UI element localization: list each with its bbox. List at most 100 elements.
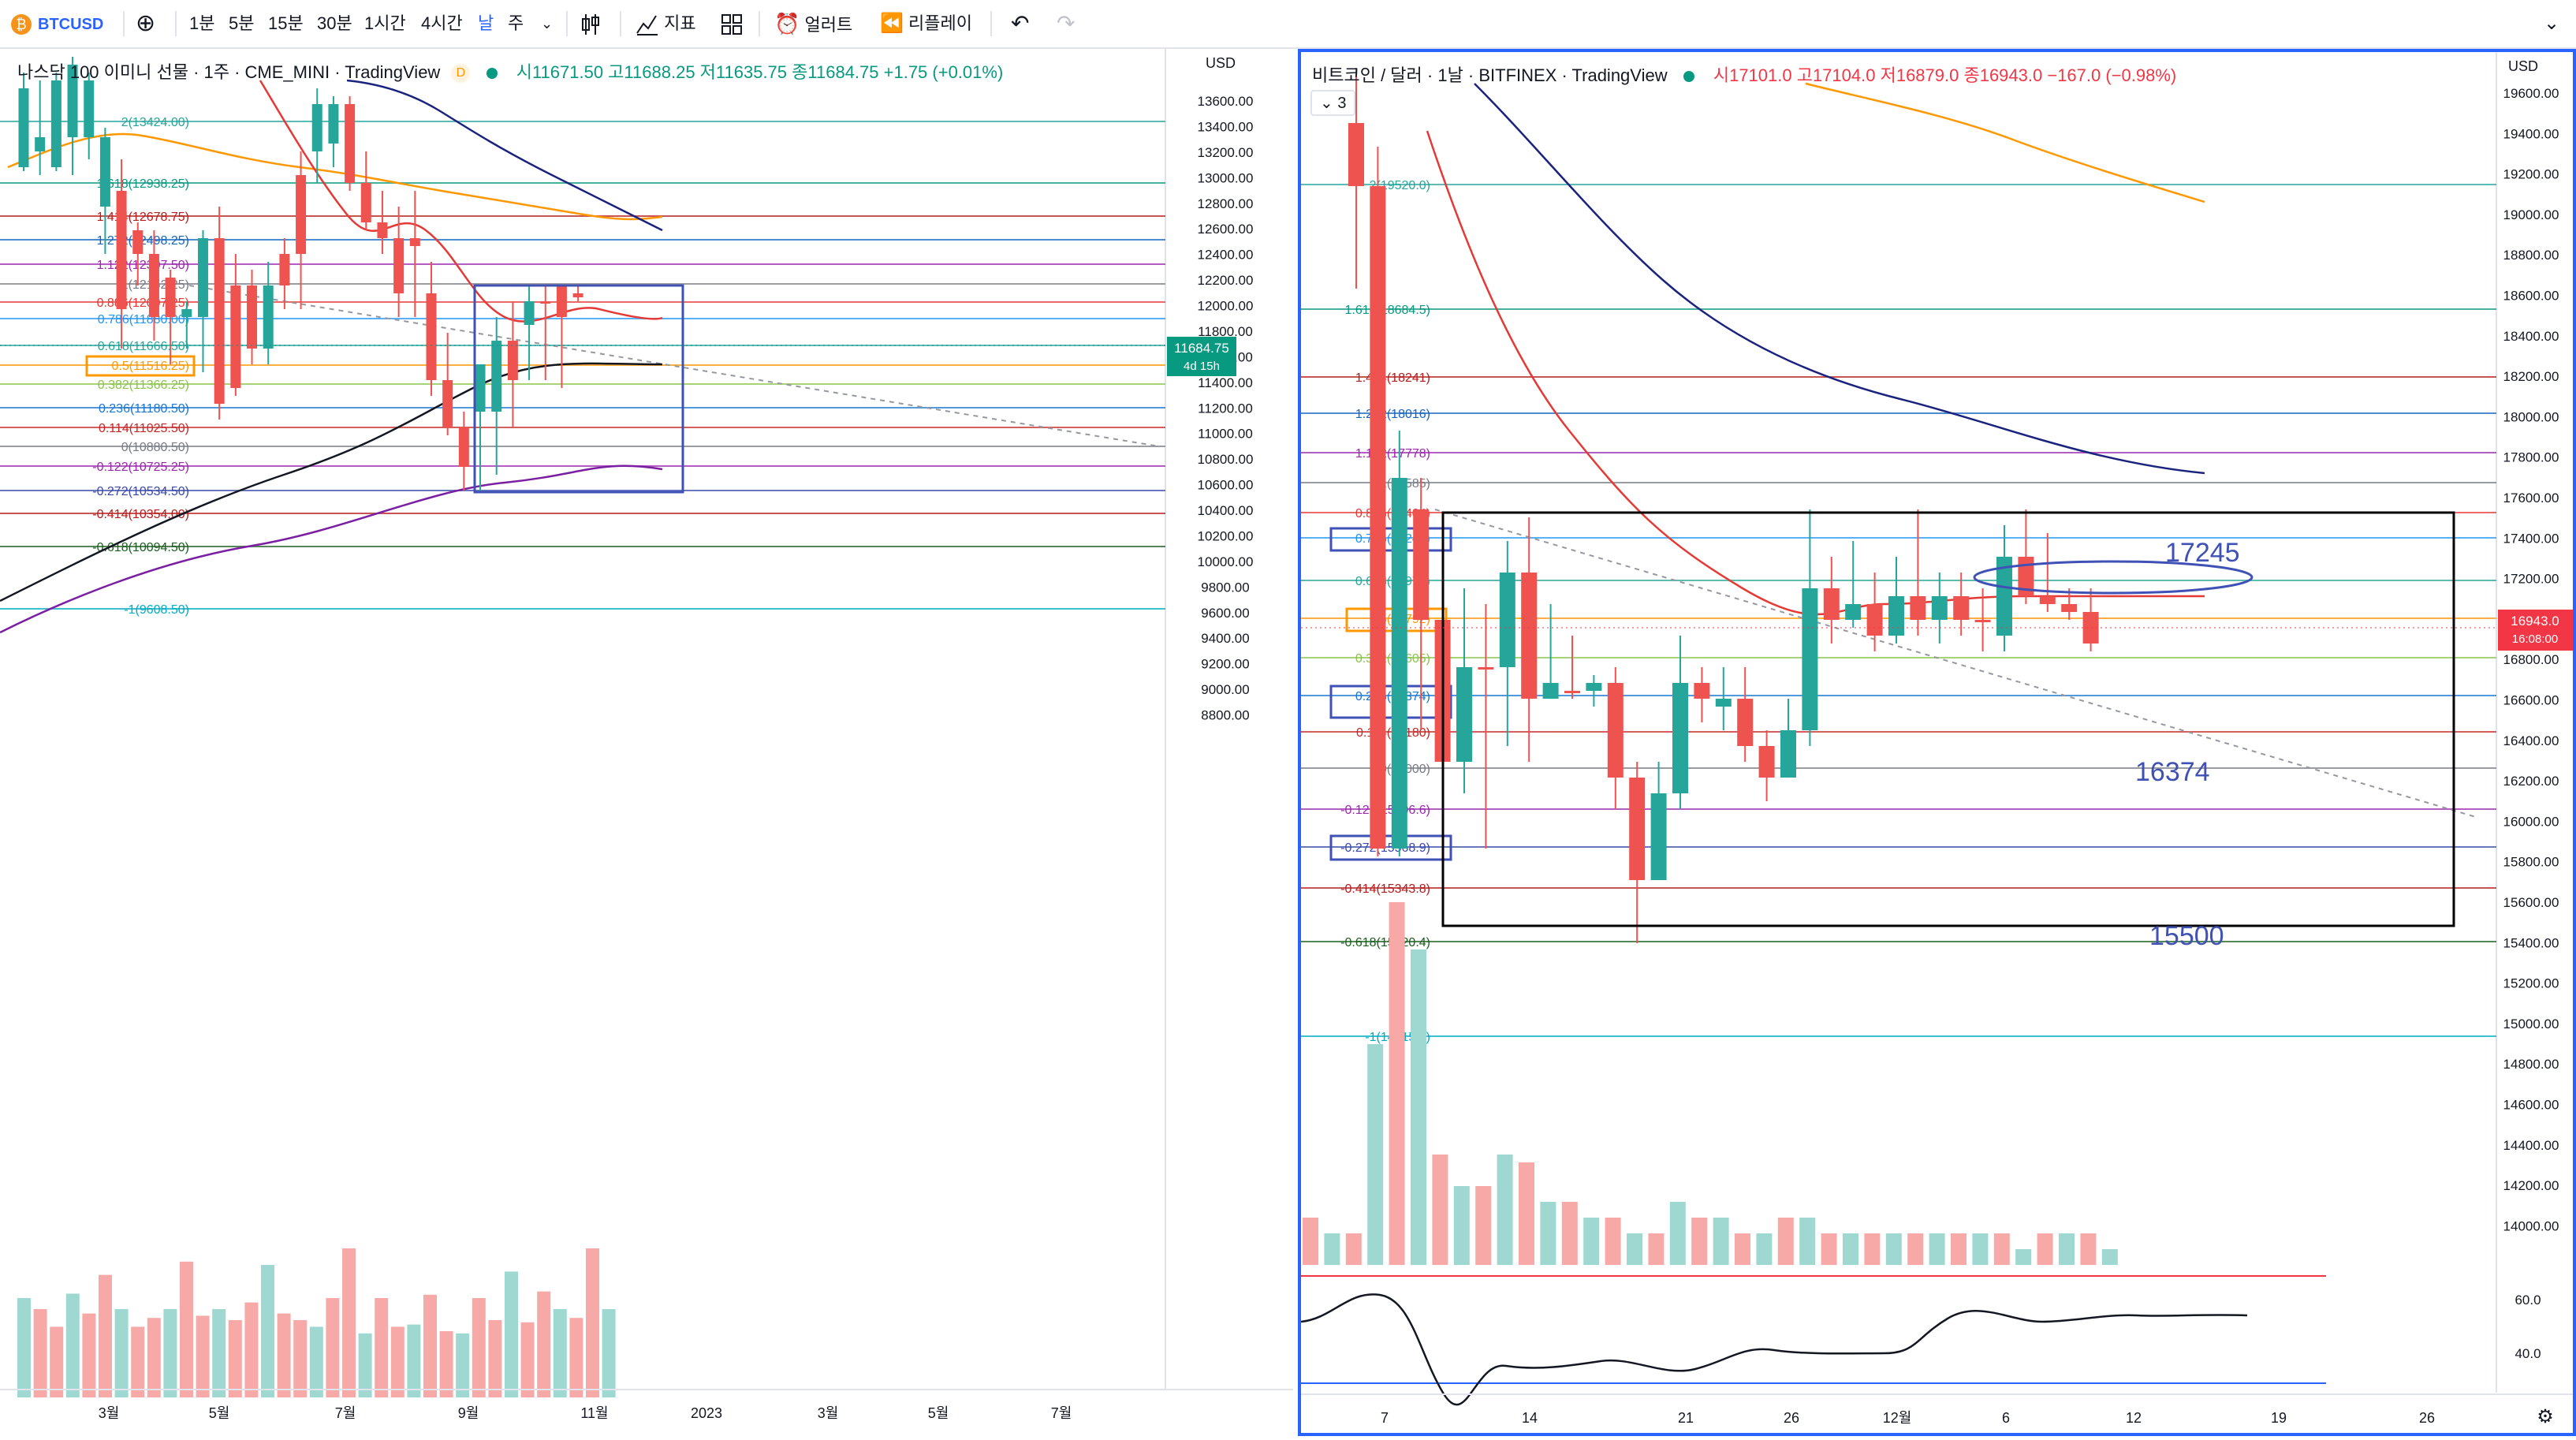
candle-body bbox=[1845, 604, 1862, 620]
time-axis-tick: 26 bbox=[2419, 1410, 2435, 1426]
chart-left-canvas[interactable]: USD 13600.00 13400.00 13200.00 13000.00 12800… bbox=[0, 49, 1293, 1436]
volume-bar bbox=[1648, 1233, 1665, 1265]
volume-bar bbox=[375, 1298, 389, 1397]
price-axis-tick: 16800.00 bbox=[2503, 652, 2559, 667]
settings-icon[interactable]: ⚙ bbox=[2537, 1406, 2554, 1427]
candle-body bbox=[1694, 683, 1710, 699]
chart-pane-left[interactable]: USD 13600.00 13400.00 13200.00 13000.00 12800… bbox=[0, 49, 1293, 1436]
undo-icon[interactable]: ↶ bbox=[1011, 11, 1030, 35]
price-axis-tick: 18200.00 bbox=[2503, 369, 2559, 384]
legend-left-title: 나스닥 100 이미니 선물 · 1주 · CME_MINI · Trading… bbox=[17, 62, 441, 82]
interval-15m[interactable]: 15분 bbox=[268, 13, 304, 33]
price-axis-tick: 10800.00 bbox=[1198, 452, 1254, 467]
candle-body bbox=[214, 238, 225, 404]
candle-body bbox=[458, 427, 469, 467]
volume-bar bbox=[553, 1309, 567, 1397]
alert-label: 얼러트 bbox=[804, 15, 853, 35]
fib-level-label: 1.122(17778) bbox=[1355, 447, 1430, 461]
price-axis-tick: 16400.00 bbox=[2503, 733, 2559, 748]
interval-4h[interactable]: 4시간 bbox=[421, 13, 463, 33]
plus-circle-icon[interactable]: ⊕ bbox=[136, 10, 156, 36]
chart-pane-right[interactable]: USD 19600.00 19400.00 19200.00 19000.00 18800… bbox=[1298, 49, 2576, 1436]
candle-body bbox=[1629, 778, 1646, 880]
time-axis-tick: 9월 bbox=[458, 1405, 479, 1421]
time-axis-tick: 12월 bbox=[1883, 1410, 1912, 1426]
divider bbox=[123, 11, 125, 36]
fib-level-label: 0.114(11025.50) bbox=[99, 422, 189, 435]
candle-body bbox=[1564, 691, 1580, 693]
redo-icon[interactable]: ↷ bbox=[1057, 11, 1076, 35]
time-axis-tick: 7 bbox=[1381, 1410, 1389, 1426]
indicators-button[interactable]: 지표 bbox=[636, 0, 696, 47]
price-axis-tick: 12600.00 bbox=[1198, 222, 1254, 237]
moving-average-orange bbox=[7, 132, 663, 221]
candle-body bbox=[1478, 667, 1494, 670]
interval-1h[interactable]: 1시간 bbox=[364, 13, 406, 33]
moving-average-navy bbox=[1474, 83, 2205, 475]
volume-bar bbox=[326, 1298, 340, 1397]
candle-body bbox=[311, 104, 322, 151]
volume-bar bbox=[1669, 1202, 1686, 1265]
rsi-axis-tick: 40.0 bbox=[2514, 1346, 2541, 1361]
volume-bar bbox=[586, 1248, 599, 1397]
volume-bar bbox=[1951, 1233, 1966, 1265]
legend-right: 비트코인 / 달러 · 1날 · BITFINEX · TradingView … bbox=[1312, 62, 2176, 87]
price-axis-tick: 15200.00 bbox=[2503, 976, 2559, 991]
chevron-down-icon[interactable]: ⌄ bbox=[541, 16, 554, 32]
candle-body bbox=[1888, 596, 1904, 636]
legend-collapse-button[interactable]: ⌄ 3 bbox=[1310, 90, 1356, 116]
volume-bar bbox=[1497, 1155, 1513, 1265]
layout-icon[interactable] bbox=[721, 0, 743, 47]
volume-bar bbox=[1885, 1233, 1902, 1265]
divider bbox=[990, 11, 992, 36]
price-axis-tick: 10600.00 bbox=[1198, 478, 1254, 493]
volume-bar bbox=[423, 1294, 437, 1397]
interval-1w[interactable]: 주 bbox=[508, 13, 524, 33]
moving-average-navy bbox=[346, 79, 663, 232]
fib-level-label: 1.618(18684.5) bbox=[1344, 304, 1430, 317]
volume-bar bbox=[342, 1248, 356, 1397]
candle-body bbox=[67, 65, 78, 137]
interval-1d[interactable]: 날 bbox=[478, 13, 494, 33]
volume-bar bbox=[505, 1271, 518, 1397]
volume-bar bbox=[537, 1291, 551, 1397]
rsi-axis-tick: 60.0 bbox=[2514, 1293, 2541, 1308]
candle-body bbox=[572, 293, 583, 297]
time-axis-tick: 7월 bbox=[335, 1405, 356, 1421]
candles-icon[interactable] bbox=[580, 0, 601, 47]
replay-icon: ⏪ bbox=[880, 13, 904, 34]
candle-body bbox=[1823, 588, 1840, 620]
candle-body bbox=[1974, 620, 1991, 622]
price-axis-tick: 10200.00 bbox=[1198, 528, 1254, 543]
divider bbox=[566, 11, 568, 36]
time-axis-tick: 19 bbox=[2271, 1410, 2287, 1426]
volume-bar bbox=[1799, 1218, 1816, 1265]
volume-bar bbox=[358, 1333, 372, 1397]
chart-right-canvas[interactable]: USD 19600.00 19400.00 19200.00 19000.00 18800… bbox=[1300, 52, 2573, 1433]
candle-body bbox=[1866, 604, 1883, 636]
candle-body bbox=[556, 285, 567, 317]
candle-body bbox=[345, 104, 356, 183]
alert-button[interactable]: ⏰ 얼러트 bbox=[774, 0, 852, 47]
indicators-icon bbox=[636, 15, 658, 36]
interval-30m[interactable]: 30분 bbox=[317, 13, 352, 33]
price-axis-tick: 9200.00 bbox=[1201, 657, 1249, 672]
chevron-down-icon[interactable]: ⌄ bbox=[2544, 13, 2560, 34]
volume-bar bbox=[1627, 1233, 1642, 1265]
volume-bar bbox=[293, 1320, 308, 1397]
candle-body bbox=[1758, 746, 1775, 778]
symbol-search[interactable]: ₿ BTCUSD bbox=[11, 0, 103, 47]
market-status-icon bbox=[1683, 71, 1694, 83]
price-axis-tick: 14800.00 bbox=[2503, 1057, 2559, 1072]
time-axis-tick: 3월 bbox=[99, 1405, 120, 1421]
interval-5m[interactable]: 5분 bbox=[229, 13, 255, 33]
volume-bar bbox=[1972, 1233, 1989, 1265]
annotation-label: 15500 bbox=[2149, 921, 2224, 951]
replay-label: 리플레이 bbox=[908, 13, 972, 33]
replay-button[interactable]: ⏪ 리플레이 bbox=[880, 0, 972, 47]
interval-1m[interactable]: 1분 bbox=[189, 13, 215, 33]
candle-body bbox=[1391, 478, 1407, 849]
fib-level-label: 1.414(18241) bbox=[1355, 371, 1430, 385]
candle-body bbox=[1715, 699, 1732, 707]
candle-body bbox=[475, 364, 486, 412]
